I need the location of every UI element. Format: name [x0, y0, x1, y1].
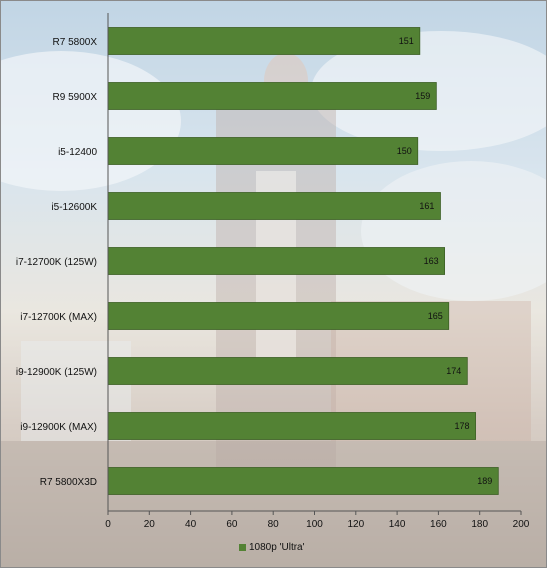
x-tick-label: 140: [389, 519, 406, 530]
x-axis: 0 20 40 60 80 100 120 140 160 180 200: [105, 13, 530, 530]
category-label: R9 5900X: [53, 92, 98, 103]
x-tick-label: 120: [347, 519, 364, 530]
bar: [107, 192, 441, 220]
category-label: R7 5800X: [53, 37, 98, 48]
category-label: i5-12600K: [51, 202, 97, 213]
x-tick-label: 60: [226, 519, 238, 530]
x-tick-label: 180: [471, 519, 488, 530]
category-label: i9-12900K (MAX): [20, 422, 97, 433]
x-tick-label: 40: [185, 519, 197, 530]
legend-swatch: [239, 544, 246, 551]
bar: [107, 357, 468, 385]
bar-value-label: 174: [446, 366, 461, 376]
bar: [107, 412, 476, 440]
x-tick-label: 200: [513, 519, 530, 530]
category-label: i7-12700K (MAX): [20, 312, 97, 323]
bar-value-label: 189: [477, 476, 492, 486]
category-label: i9-12900K (125W): [16, 367, 97, 378]
category-label: i5-12400: [58, 147, 97, 158]
category-labels: R7 5800X R9 5900X i5-12400 i5-12600K i7-1270…: [16, 37, 98, 488]
bar: [107, 27, 421, 55]
bar-value-label: 159: [415, 91, 430, 101]
bar-value-label: 150: [397, 146, 412, 156]
bar-value-label: 165: [428, 311, 443, 321]
bar: [107, 137, 419, 165]
x-tick-label: 160: [430, 519, 447, 530]
bars-layer: 151 159 150 161 163 165 174 178 189: [107, 27, 499, 495]
legend-label: 1080p 'Ultra': [249, 542, 305, 553]
bar: [107, 247, 445, 275]
bar: [107, 467, 499, 495]
x-tick-label: 20: [144, 519, 156, 530]
category-label: i7-12700K (125W): [16, 257, 97, 268]
x-tick-label: 0: [105, 519, 111, 530]
category-label: R7 5800X3D: [40, 477, 97, 488]
bar-value-label: 163: [424, 256, 439, 266]
bar: [107, 302, 450, 330]
bar-value-label: 151: [399, 36, 414, 46]
x-tick-label: 100: [306, 519, 323, 530]
bar-value-label: 161: [419, 201, 434, 211]
bar-value-label: 178: [455, 421, 470, 431]
bar: [107, 82, 437, 110]
legend: 1080p 'Ultra': [239, 542, 305, 553]
x-tick-label: 80: [268, 519, 280, 530]
